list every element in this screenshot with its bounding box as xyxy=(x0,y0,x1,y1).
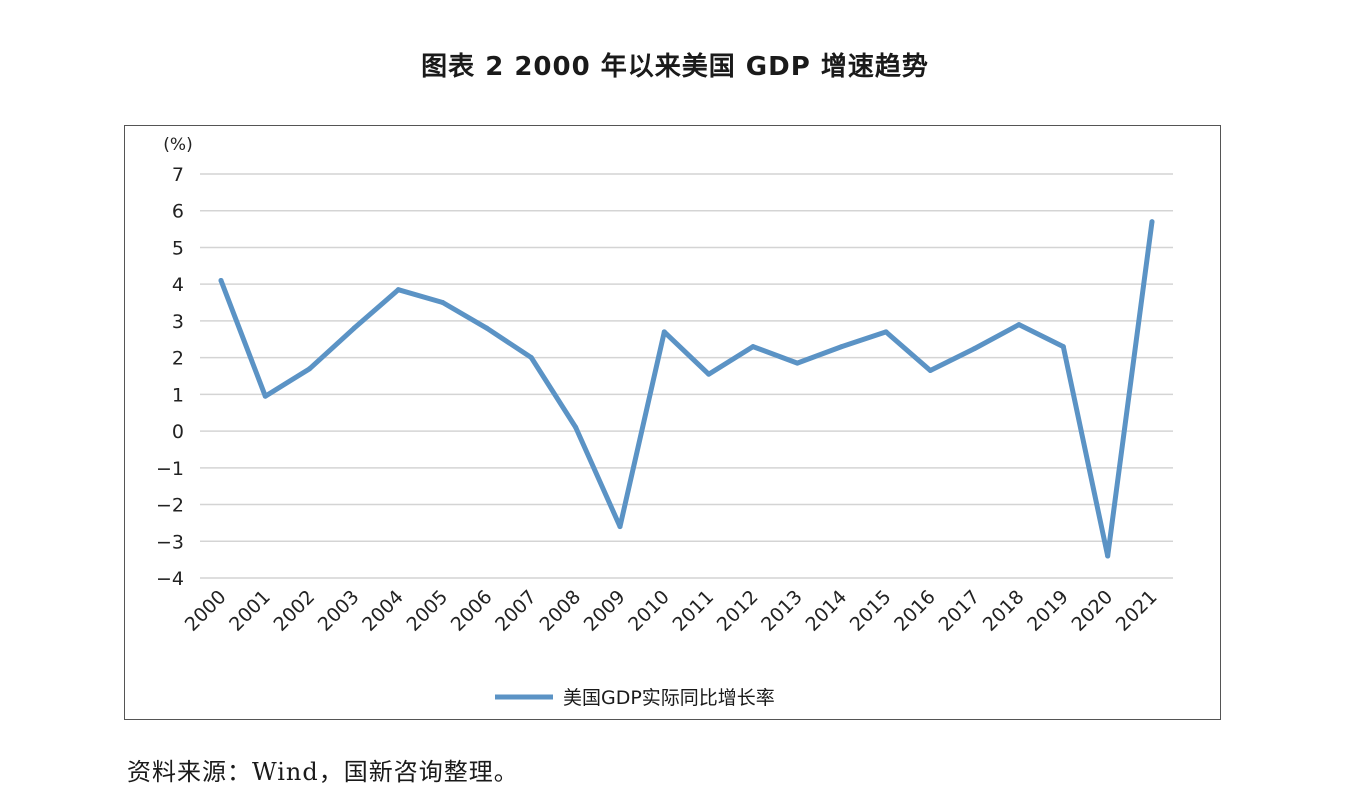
data-point xyxy=(972,345,978,351)
y-tick-label: 4 xyxy=(172,274,184,296)
y-axis-unit-label: (%) xyxy=(163,135,192,155)
data-point xyxy=(927,367,933,373)
data-point xyxy=(1149,219,1155,225)
x-axis-ticks: 2000200120022003200420052006200720082009… xyxy=(181,586,1162,636)
data-point xyxy=(262,393,268,399)
chart-frame xyxy=(124,125,1221,720)
data-point xyxy=(351,325,357,331)
x-tick-label: 2007 xyxy=(491,586,541,636)
legend-label: 美国GDP实际同比增长率 xyxy=(563,687,775,709)
x-tick-label: 2013 xyxy=(757,586,807,636)
chart-title: 图表 2 2000 年以来美国 GDP 增速趋势 xyxy=(421,52,929,82)
data-point xyxy=(307,366,313,372)
series-line xyxy=(218,219,1155,559)
x-tick-label: 2006 xyxy=(447,586,497,636)
y-tick-label: −2 xyxy=(156,495,184,517)
data-point xyxy=(1060,344,1066,350)
data-point xyxy=(1105,553,1111,559)
y-tick-label: 7 xyxy=(172,164,184,186)
x-tick-label: 2004 xyxy=(358,586,408,636)
data-point xyxy=(484,325,490,331)
data-point xyxy=(839,344,845,350)
data-point xyxy=(750,344,756,350)
data-point xyxy=(218,278,224,284)
y-axis-ticks: 7 6 5 4 3 2 1 0 −1 −2 −3 −4 xyxy=(156,164,184,590)
data-point xyxy=(617,524,623,530)
x-tick-label: 2018 xyxy=(979,586,1029,636)
x-tick-label: 2017 xyxy=(934,586,984,636)
data-point xyxy=(883,329,889,335)
source-note: 资料来源：Wind，国新咨询整理。 xyxy=(127,758,519,786)
data-point xyxy=(794,360,800,366)
y-tick-label: −1 xyxy=(156,458,184,480)
x-tick-label: 2012 xyxy=(713,586,763,636)
x-tick-label: 2016 xyxy=(890,586,940,636)
y-tick-label: 1 xyxy=(172,384,184,406)
x-tick-label: 2014 xyxy=(801,586,851,636)
y-tick-label: 6 xyxy=(172,201,184,223)
x-tick-label: 2019 xyxy=(1023,586,1073,636)
gridlines xyxy=(200,173,1173,579)
x-tick-label: 2020 xyxy=(1067,586,1117,636)
x-tick-label: 2021 xyxy=(1112,586,1162,636)
data-point xyxy=(706,371,712,377)
x-tick-label: 2011 xyxy=(668,586,718,636)
x-tick-label: 2005 xyxy=(402,586,452,636)
y-tick-label: 3 xyxy=(172,311,184,333)
data-point xyxy=(528,355,534,361)
x-tick-label: 2002 xyxy=(269,586,319,636)
series-lines xyxy=(218,219,1155,559)
data-point xyxy=(573,424,579,430)
x-tick-label: 2015 xyxy=(846,586,896,636)
legend: 美国GDP实际同比增长率 xyxy=(495,687,775,709)
data-point xyxy=(661,329,667,335)
x-tick-label: 2008 xyxy=(535,586,585,636)
y-tick-label: 2 xyxy=(172,348,184,370)
x-tick-label: 2001 xyxy=(225,586,275,636)
x-tick-label: 2000 xyxy=(181,586,231,636)
x-tick-label: 2009 xyxy=(580,586,630,636)
y-tick-label: 5 xyxy=(172,237,184,259)
data-point xyxy=(395,287,401,293)
x-tick-label: 2010 xyxy=(624,586,674,636)
y-tick-label: 0 xyxy=(172,421,184,443)
y-tick-label: −4 xyxy=(156,568,184,590)
data-point xyxy=(1016,322,1022,328)
data-point xyxy=(440,300,446,306)
x-tick-label: 2003 xyxy=(314,586,364,636)
y-tick-label: −3 xyxy=(156,531,184,553)
